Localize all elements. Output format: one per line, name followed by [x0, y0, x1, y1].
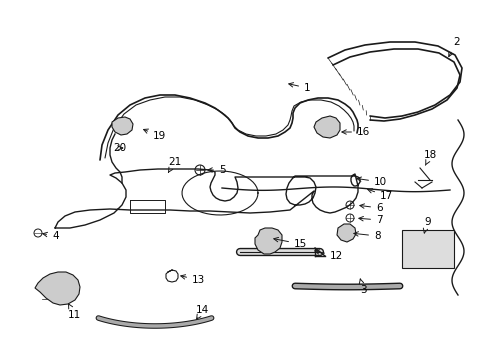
Text: 2: 2 — [448, 37, 459, 57]
Text: 5: 5 — [207, 165, 225, 175]
Polygon shape — [35, 272, 80, 305]
Text: 15: 15 — [273, 237, 306, 249]
Bar — [401, 230, 453, 268]
Text: 3: 3 — [359, 279, 366, 295]
Text: 4: 4 — [43, 231, 59, 241]
Text: 7: 7 — [358, 215, 382, 225]
Text: 9: 9 — [423, 217, 430, 233]
Text: 16: 16 — [341, 127, 369, 137]
Text: 12: 12 — [314, 250, 343, 261]
Text: 13: 13 — [181, 275, 205, 285]
Polygon shape — [313, 116, 339, 138]
Text: 11: 11 — [68, 304, 81, 320]
Polygon shape — [254, 228, 282, 254]
Polygon shape — [112, 117, 133, 135]
Polygon shape — [336, 224, 355, 242]
Text: 14: 14 — [196, 305, 209, 319]
Text: 10: 10 — [356, 177, 386, 187]
Text: 17: 17 — [367, 189, 392, 201]
Text: 21: 21 — [168, 157, 181, 172]
Text: 8: 8 — [353, 231, 380, 241]
Text: 19: 19 — [143, 129, 166, 141]
Text: 18: 18 — [423, 150, 436, 165]
Text: 6: 6 — [359, 203, 382, 213]
Text: 20: 20 — [113, 143, 126, 153]
Text: 1: 1 — [288, 83, 310, 93]
